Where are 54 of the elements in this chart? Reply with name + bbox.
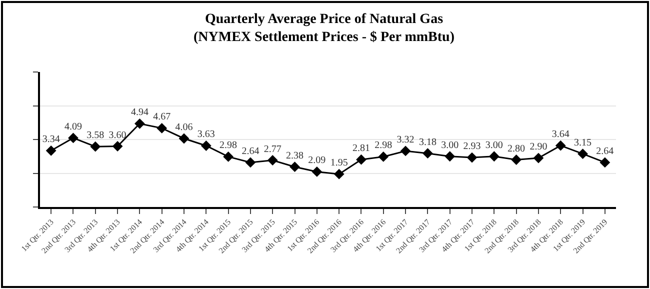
- point: [356, 154, 366, 165]
- point: [334, 168, 344, 180]
- point: [156, 122, 168, 134]
- data-label: 3.00: [485, 140, 503, 151]
- data-label: 4.67: [153, 112, 171, 123]
- data-label: 2.38: [286, 150, 304, 162]
- data-label: 2.90: [530, 142, 548, 153]
- data-label: 2.98: [220, 140, 238, 152]
- point: [400, 146, 411, 156]
- chart-subtitle: (NYMEX Settlement Prices - $ Per mmBtu): [194, 30, 455, 46]
- point: [578, 148, 588, 160]
- point: [200, 140, 212, 151]
- point: [90, 141, 101, 152]
- data-label: 2.77: [264, 144, 282, 155]
- point: [290, 162, 300, 172]
- data-label: 2.09: [308, 155, 326, 166]
- point: [488, 151, 500, 162]
- data-label: 3.32: [396, 134, 414, 146]
- point: [600, 157, 610, 168]
- point: [245, 157, 256, 168]
- data-label: 3.15: [574, 137, 592, 148]
- point: [511, 154, 522, 165]
- point: [422, 148, 433, 159]
- point: [378, 152, 389, 162]
- point: [178, 133, 190, 144]
- point: [68, 132, 78, 144]
- data-label: 2.64: [242, 146, 260, 157]
- data-label: 2.98: [374, 140, 392, 152]
- data-label: 3.34: [42, 134, 60, 146]
- data-label: 3.58: [86, 130, 104, 142]
- data-label: 3.63: [197, 129, 215, 140]
- point: [533, 152, 544, 164]
- point: [267, 155, 278, 166]
- data-label: 2.80: [508, 143, 526, 154]
- point: [112, 141, 123, 152]
- data-label: 4.06: [175, 122, 193, 133]
- data-label: 3.64: [552, 129, 570, 140]
- data-label: 1.95: [330, 158, 348, 169]
- data-label: 3.60: [108, 130, 126, 141]
- data-label: 2.64: [596, 146, 614, 157]
- data-label: 4.94: [130, 107, 148, 118]
- data-label: 2.93: [463, 141, 481, 152]
- data-label: 3.00: [441, 140, 459, 151]
- point: [134, 118, 145, 129]
- data-label: 2.81: [352, 143, 370, 154]
- point: [466, 152, 478, 163]
- point: [223, 152, 234, 162]
- point: [46, 145, 56, 156]
- data-label: 4.09: [64, 121, 82, 132]
- point: [555, 140, 566, 151]
- point: [312, 166, 322, 177]
- data-label: 3.18: [418, 136, 436, 148]
- point: [444, 151, 456, 162]
- chart-title: Quarterly Average Price of Natural Gas: [204, 12, 444, 27]
